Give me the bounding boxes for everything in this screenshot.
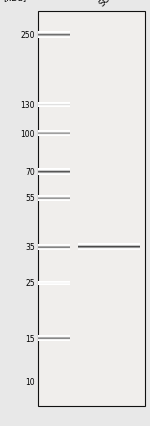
- Text: 15: 15: [25, 334, 35, 343]
- Text: 25: 25: [25, 279, 35, 288]
- Text: 250: 250: [21, 31, 35, 40]
- Text: [kDa]: [kDa]: [3, 0, 26, 2]
- Text: 130: 130: [21, 101, 35, 110]
- Text: 100: 100: [21, 130, 35, 138]
- Text: 35: 35: [25, 242, 35, 251]
- Text: SCLC-21H: SCLC-21H: [98, 0, 133, 8]
- Text: 70: 70: [25, 168, 35, 177]
- Text: 10: 10: [25, 377, 35, 386]
- Text: 55: 55: [25, 194, 35, 203]
- Bar: [38, 12, 145, 406]
